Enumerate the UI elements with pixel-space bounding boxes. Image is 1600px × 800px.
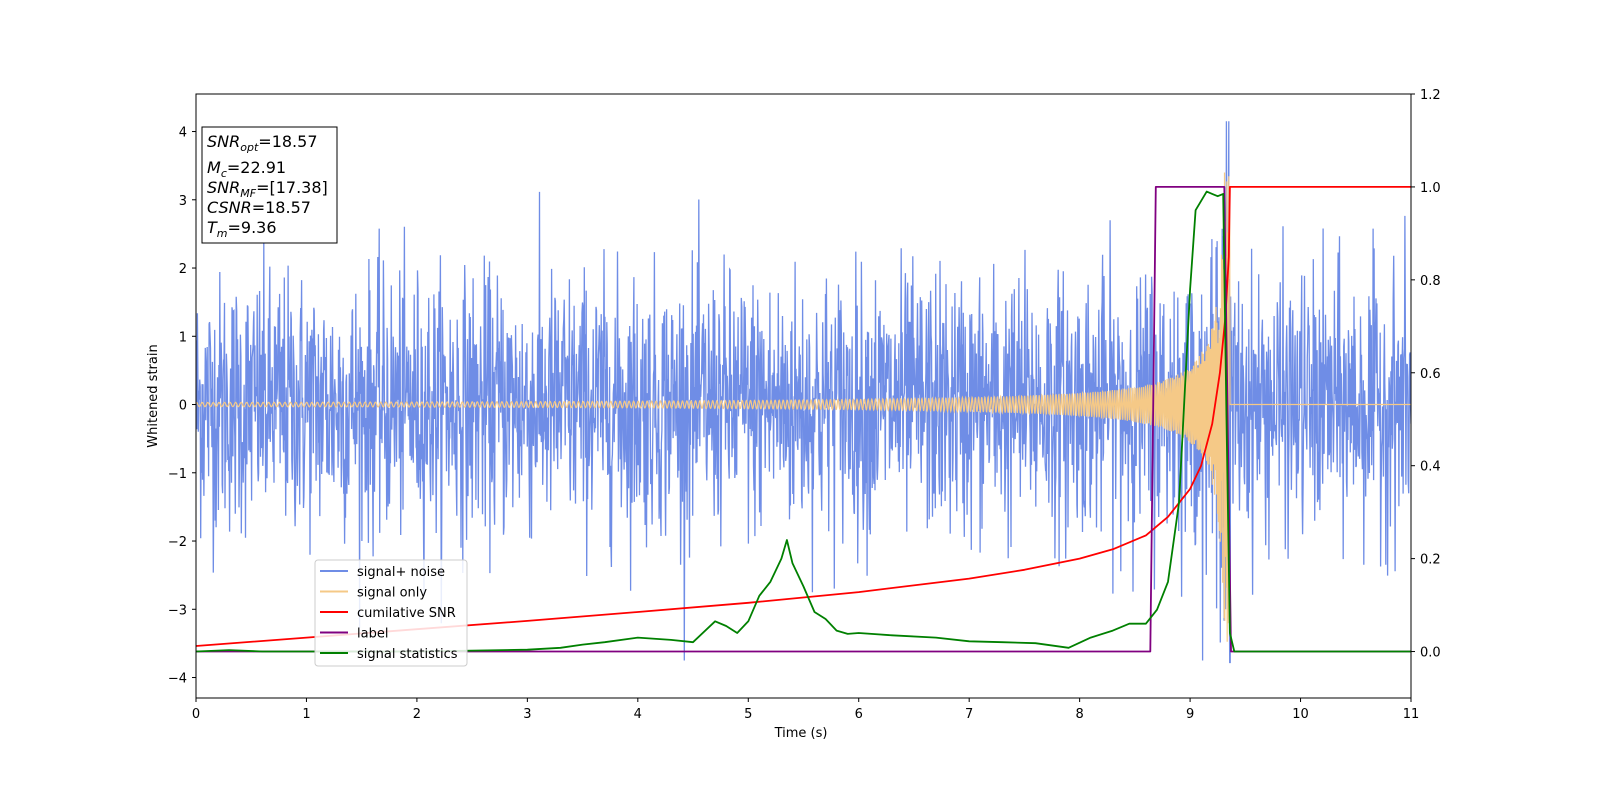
- legend-label: signal+ noise: [357, 565, 445, 580]
- y-tick-label: −1: [168, 467, 187, 482]
- info-line: Tm=9.36: [207, 218, 277, 240]
- y-tick-label: −4: [168, 672, 187, 687]
- x-tick-label: 7: [965, 707, 973, 722]
- y2-tick-label: 0.6: [1420, 367, 1441, 382]
- info-line: SNRopt=18.57: [207, 132, 318, 154]
- x-tick-label: 5: [744, 707, 752, 722]
- info-box-frame: [201, 126, 338, 244]
- legend-label: label: [357, 627, 388, 642]
- y2-tick-label: 0.8: [1420, 274, 1441, 289]
- y-tick-label: −3: [168, 603, 187, 618]
- series-cumilative-snr-line: [196, 186, 1411, 647]
- axes: 0 1 2 3 4 5 6 7 8 9 10 1143210−1−2−3−41.21.00.80.60…: [168, 88, 1441, 722]
- info-line: CSNR=18.57: [207, 198, 311, 217]
- legend-frame: [314, 559, 468, 667]
- legend-label: cumilative SNR: [357, 606, 456, 621]
- y-tick-label: −2: [168, 535, 187, 550]
- y2-tick-label: 1.0: [1420, 181, 1441, 196]
- x-tick-label: 1: [302, 707, 310, 722]
- x-tick-label: 0: [192, 707, 200, 722]
- x-axis-label: Time (s): [774, 726, 828, 741]
- series-signal-only-line: [196, 172, 1411, 642]
- x-tick-label: 10: [1292, 707, 1309, 722]
- x-tick-label: 11: [1403, 707, 1420, 722]
- y2-tick-label: 0.4: [1420, 460, 1441, 475]
- y2-tick-label: 0.2: [1420, 553, 1441, 568]
- x-tick-label: 6: [855, 707, 863, 722]
- info-line: Mc=22.91: [207, 158, 286, 180]
- y2-tick-label: 0.0: [1420, 646, 1441, 661]
- y-axis-label: Whitened strain: [146, 344, 161, 447]
- y-tick-label: 0: [179, 399, 187, 414]
- x-tick-label: 4: [634, 707, 642, 722]
- y-tick-label: 4: [179, 126, 187, 141]
- y-tick-label: 2: [179, 262, 187, 277]
- x-tick-label: 2: [413, 707, 421, 722]
- y2-tick-label: 1.2: [1420, 88, 1441, 103]
- x-tick-label: 8: [1075, 707, 1083, 722]
- y-tick-label: 3: [179, 194, 187, 209]
- info-line: SNRMF=[17.38]: [207, 178, 328, 200]
- series-signal-statistics-line: [196, 190, 1411, 653]
- x-tick-label: 9: [1186, 707, 1194, 722]
- legend-label: signal statistics: [357, 647, 458, 662]
- y-tick-label: 1: [179, 330, 187, 345]
- info-box: SNRopt=18.57 Mc=22.91SNRMF=[17.38]CSNR=18…: [201, 126, 338, 244]
- x-tick-label: 3: [523, 707, 531, 722]
- plot-frame: [195, 93, 1412, 699]
- legend-label: signal only: [357, 586, 427, 601]
- plot-area: [196, 121, 1411, 664]
- legend: signal+ noise signal only cumilative SNR la…: [314, 559, 468, 667]
